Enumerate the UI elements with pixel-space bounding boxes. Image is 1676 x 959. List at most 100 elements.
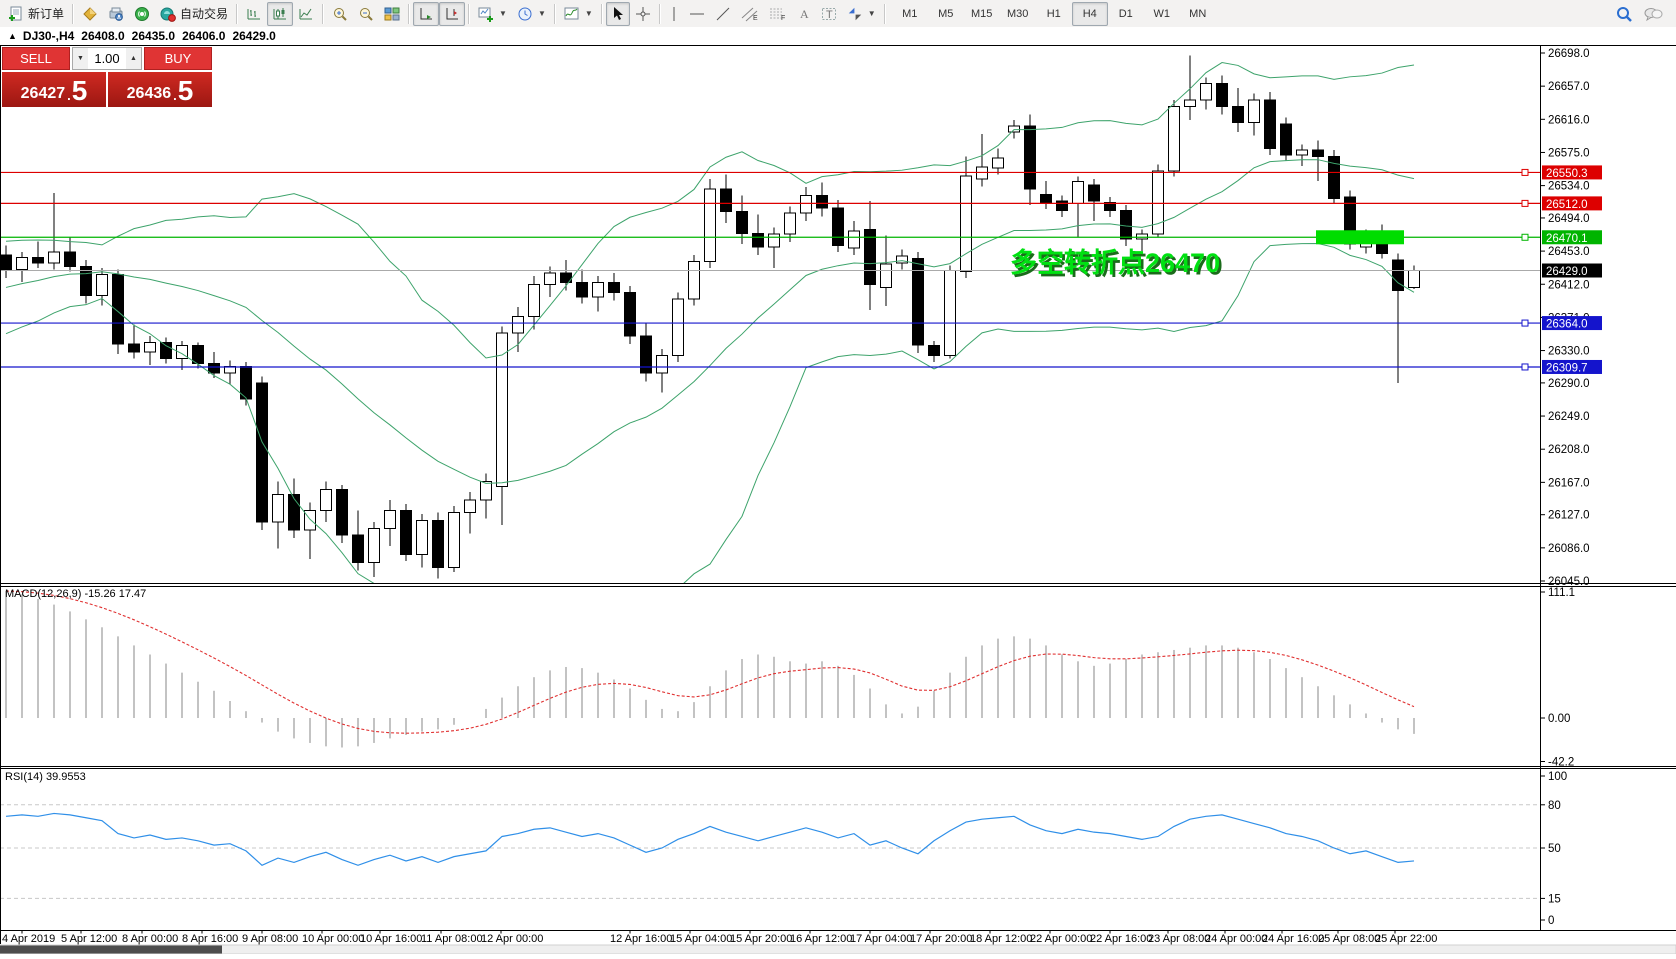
- chart-canvas[interactable]: 多空转折点26470多空转折点2647026698.026657.026616.…: [0, 45, 1676, 955]
- annotation-shadow: 多空转折点26470: [1013, 250, 1223, 281]
- date-label: 25 Apr 08:00: [1318, 933, 1380, 945]
- date-label: 24 Apr 16:00: [1262, 933, 1324, 945]
- quote-close: 26429.0: [232, 29, 276, 43]
- search-button[interactable]: [1610, 2, 1638, 26]
- zoom-in-button[interactable]: [327, 2, 353, 26]
- decimal-point: .: [67, 88, 71, 103]
- macd-signal-line: [5, 590, 1415, 734]
- level-handle[interactable]: [1521, 363, 1529, 371]
- svg-text:E: E: [753, 15, 758, 22]
- timeframe-h4[interactable]: H4: [1071, 1, 1108, 26]
- tile-windows-button[interactable]: [379, 2, 405, 26]
- metaeditor-button[interactable]: [77, 2, 103, 26]
- timeframe-m1[interactable]: M1: [902, 7, 918, 20]
- news-button[interactable]: [129, 2, 155, 26]
- timeframe-w1[interactable]: W1: [1153, 7, 1170, 20]
- horizontal-line-button[interactable]: [684, 2, 710, 26]
- cursor-button[interactable]: [605, 1, 630, 26]
- timeframe-m30[interactable]: M30: [1007, 7, 1029, 20]
- arrows-dropdown[interactable]: ▼: [842, 2, 881, 26]
- date-label: 23 Apr 08:00: [1148, 933, 1210, 945]
- timeframe-d1[interactable]: D1: [1118, 7, 1133, 20]
- chart-line-button[interactable]: [293, 2, 319, 26]
- price-tick-label: 26657.0: [1548, 81, 1590, 93]
- new-order-icon: [8, 6, 24, 22]
- price-tick-label: 26453.0: [1548, 246, 1590, 258]
- text-label-button[interactable]: T: [816, 2, 842, 26]
- autotrading-button[interactable]: 自动交易: [155, 2, 233, 26]
- trendline-button[interactable]: [710, 2, 736, 26]
- vertical-line-icon: [669, 6, 679, 22]
- dropdown-caret: ▼: [584, 9, 593, 18]
- date-label: 11 Apr 08:00: [421, 933, 483, 945]
- timeframe-h1[interactable]: H1: [1046, 7, 1061, 20]
- price-label-pill: [1542, 196, 1602, 211]
- date-label: 9 Apr 08:00: [242, 933, 298, 945]
- level-handle[interactable]: [1521, 233, 1529, 241]
- crosshair-button[interactable]: [630, 2, 656, 26]
- sell-price-display[interactable]: 26427 . 5: [2, 72, 106, 107]
- quote-high: 26435.0: [131, 29, 176, 43]
- h-scrollbar-thumb[interactable]: [0, 945, 222, 954]
- level-handle[interactable]: [1521, 199, 1529, 207]
- chart-candles-button[interactable]: [267, 1, 294, 26]
- auto-scroll-button[interactable]: [413, 1, 440, 26]
- volume-value[interactable]: 1.00: [94, 51, 120, 66]
- level-handle[interactable]: [1521, 319, 1529, 327]
- chart-bars-button[interactable]: [241, 2, 267, 26]
- rsi-indicator-label: RSI(14) 39.9553: [5, 771, 86, 783]
- price-label-text: 26512.0: [1546, 199, 1588, 211]
- turning-point-highlight[interactable]: [1316, 230, 1404, 245]
- chat-icon: [1643, 6, 1663, 22]
- volume-decrement-button[interactable]: ▼: [73, 48, 88, 69]
- svg-text:F: F: [781, 15, 785, 22]
- annotation-text[interactable]: 多空转折点26470: [1010, 247, 1220, 278]
- dropdown-caret: ▼: [499, 9, 507, 18]
- price-label-text: 26364.0: [1546, 319, 1588, 331]
- crosshair-icon: [635, 6, 651, 22]
- timeframe-mn[interactable]: MN: [1189, 7, 1207, 20]
- chart-shift-button[interactable]: [439, 1, 466, 26]
- buy-button[interactable]: BUY: [144, 47, 212, 70]
- vertical-line-button[interactable]: [664, 2, 684, 26]
- separator: [408, 3, 411, 24]
- sell-button[interactable]: SELL: [2, 47, 70, 70]
- new-chart-dropdown[interactable]: ▼: [473, 2, 512, 26]
- h-scrollbar-track[interactable]: [0, 944, 1676, 955]
- price-label-pill: [1542, 230, 1602, 245]
- separator: [883, 3, 886, 24]
- chart-area[interactable]: 多空转折点26470 多空转折点26470 26698.0 26657.0 26616.…: [0, 45, 1676, 955]
- price-label-text: 26309.7: [1546, 362, 1588, 374]
- text-button[interactable]: A: [792, 2, 816, 26]
- macd-tick-label: -42.2: [1548, 757, 1574, 769]
- community-button[interactable]: [103, 2, 129, 26]
- level-handle[interactable]: [1521, 168, 1529, 176]
- svg-text:A: A: [800, 7, 809, 21]
- fibonacci-icon: F: [769, 6, 787, 22]
- rsi-tick-label: 80: [1548, 800, 1561, 812]
- rsi-tick-label: 0: [1548, 915, 1554, 927]
- timeframe-m15[interactable]: M15: [971, 7, 993, 20]
- indicators-dropdown[interactable]: ▼: [559, 2, 598, 26]
- zoom-out-button[interactable]: [353, 2, 379, 26]
- new-chart-icon: [478, 6, 494, 22]
- volume-increment-button[interactable]: ▲: [126, 48, 141, 69]
- fibonacci-button[interactable]: F: [764, 2, 792, 26]
- price-label-text: 26429.0: [1546, 266, 1588, 278]
- separator: [72, 3, 75, 24]
- dropdown-caret: ▼: [537, 9, 546, 18]
- timeframe-m5[interactable]: M5: [938, 7, 954, 20]
- collapse-panel-icon[interactable]: ▲: [8, 31, 17, 41]
- new-order-button[interactable]: 新订单: [3, 2, 69, 26]
- main-toolbar: 新订单 自动交易: [0, 0, 1676, 28]
- date-label: 5 Apr 12:00: [61, 933, 117, 945]
- period-dropdown[interactable]: ▼: [512, 2, 551, 26]
- indicators-icon: [564, 6, 580, 22]
- chart-candles-icon: [272, 6, 288, 22]
- channel-button[interactable]: E: [736, 2, 764, 26]
- new-order-label: 新订单: [28, 7, 65, 21]
- chat-button[interactable]: [1638, 2, 1668, 26]
- channel-icon: E: [741, 6, 759, 22]
- buy-price-display[interactable]: 26436 . 5: [108, 72, 212, 107]
- date-label: 17 Apr 04:00: [850, 933, 912, 945]
